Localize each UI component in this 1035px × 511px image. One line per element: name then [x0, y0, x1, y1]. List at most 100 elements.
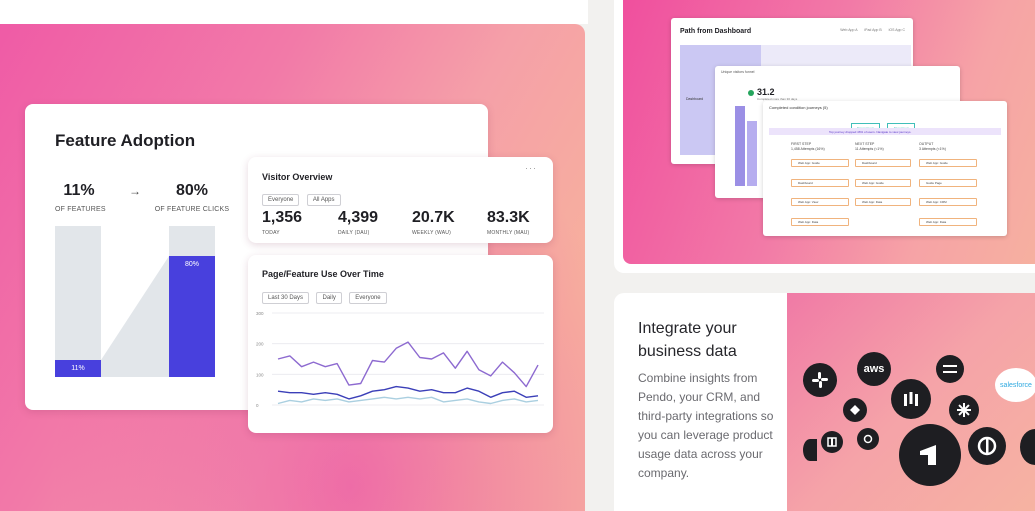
metric-wau: 20.7K WEEKLY (WAU) [412, 209, 455, 236]
legend-item: iPad App B [864, 28, 882, 32]
feature-adoption-title: Feature Adoption [55, 131, 196, 150]
zendesk-logo-icon [803, 439, 817, 461]
metric-wau-value: 20.7K [412, 209, 455, 226]
zapier-logo-icon [949, 395, 979, 425]
marketo-logo-icon [843, 398, 867, 422]
journey-step[interactable]: Web App: Guide [919, 159, 977, 167]
journey-column-sub: 1,458 Attempts (16%) [791, 147, 825, 151]
journey-step[interactable]: Dashboard [855, 159, 911, 167]
stat-feature-clicks: 80% OF FEATURE CLICKS [153, 182, 231, 213]
feature-clicks-bar-fill: 80% [169, 256, 215, 377]
path-report-title: Path from Dashboard [680, 28, 752, 35]
journey-column-head: FIRST STEP 1,458 Attempts (16%) [791, 142, 825, 152]
stat-clicks-label: OF FEATURE CLICKS [154, 206, 230, 213]
journey-column-title: OUTPUT [919, 142, 934, 146]
features-bar-fill: 11% [55, 360, 101, 377]
top-strip [0, 0, 588, 24]
salesforce-logo-text: salesforce [1000, 381, 1032, 389]
series-line-1 [277, 341, 539, 388]
series-line-3 [277, 396, 539, 405]
metric-dau-value: 4,399 [338, 209, 379, 226]
y-tick-label: 300 [256, 311, 264, 316]
legend-item: iOS App C [888, 28, 905, 32]
path-source-label: Dashboard [686, 97, 704, 101]
integrate-title-line-2: business data [638, 343, 737, 360]
hubstaff-logo-icon [821, 431, 843, 453]
journey-step[interactable]: Web App: View [791, 198, 849, 206]
journey-step[interactable]: Web App: Data [919, 218, 977, 226]
path-report-legend: Web App A iPad App B iOS App C [834, 28, 905, 32]
funnel-report-header: Unique visitors funnel [721, 70, 755, 74]
visitor-overview-filters: Everyone All Apps [262, 188, 344, 206]
journey-step[interactable]: Web App: CRM [919, 198, 977, 206]
metric-mau-value: 83.3K [487, 209, 530, 226]
stat-features-label: OF FEATURES [55, 206, 106, 213]
filter-chip-apps[interactable]: All Apps [306, 194, 341, 206]
series-line-2 [277, 385, 539, 400]
metric-mau-label: MONTHLY (MAU) [487, 230, 530, 236]
metric-mau: 83.3K MONTHLY (MAU) [487, 209, 530, 236]
visitor-overview-title: Visitor Overview [262, 172, 333, 182]
integrate-data-card: Integrate your business data Combine ins… [614, 293, 1035, 511]
journey-step[interactable]: Dashboard [791, 179, 849, 187]
more-menu-icon[interactable]: ··· [525, 163, 537, 173]
hubspot-logo-icon [857, 428, 879, 450]
integrate-title-line-1: Integrate your [638, 320, 737, 337]
journey-step[interactable]: Web App: Data [855, 198, 911, 206]
y-tick-label: 100 [256, 372, 264, 377]
segment-logo-icon [936, 355, 964, 383]
funnel-value-label: Completed more than 30 days [757, 97, 798, 101]
journey-step[interactable]: Web App: Data [791, 218, 849, 226]
stat-features-value: 11% [63, 182, 95, 199]
journey-column-sub: 11 Attempts (<1%) [855, 147, 884, 151]
pendo-logo-icon [899, 424, 961, 486]
aws-logo-text: aws [863, 363, 885, 375]
page-feature-use-filters: Last 30 Days Daily Everyone [262, 286, 390, 304]
stat-features: 11% OF FEATURES [55, 182, 106, 213]
filter-chip-segment[interactable]: Everyone [349, 292, 387, 304]
feature-clicks-bar-label: 80% [184, 261, 199, 268]
success-dot-icon [748, 90, 754, 96]
filter-chip-segment[interactable]: Everyone [262, 194, 300, 206]
journey-step[interactable]: Web App: Guide [791, 159, 849, 167]
slack-logo-icon [803, 363, 837, 397]
y-tick-label: 0 [256, 403, 259, 408]
product-screenshot-background: Path from Dashboard Web App A iPad App B… [623, 0, 1035, 264]
gainsight-logo-icon [968, 427, 1006, 465]
integrate-description: Combine insights from Pendo, your CRM, a… [638, 371, 774, 480]
feature-clicks-bar: 80% [169, 226, 215, 377]
filter-chip-interval[interactable]: Daily [316, 292, 342, 304]
adoption-funnel-shape [101, 256, 169, 377]
visitor-overview-card: Visitor Overview ··· Everyone All Apps 1… [248, 157, 553, 243]
y-tick-label: 200 [256, 342, 264, 347]
metric-today: 1,356 TODAY [262, 209, 302, 236]
journey-step[interactable]: Guide Page [919, 179, 977, 187]
metric-today-label: TODAY [262, 230, 280, 236]
journey-step[interactable]: Web App: Guide [855, 179, 911, 187]
legend-item: Web App A [840, 28, 858, 32]
funnel-value: 31.2 [757, 87, 775, 97]
amplitude-logo-icon [1020, 429, 1035, 465]
arrow-right-icon: → [129, 184, 141, 198]
metric-today-value: 1,356 [262, 209, 303, 226]
journey-column-sub: 3 Attempts (<1%) [919, 147, 946, 151]
filter-chip-range[interactable]: Last 30 Days [262, 292, 310, 304]
journeys-report-window: Completed condition journeys (5) Top jou… [763, 101, 1007, 236]
journey-column-head: NEXT STEP 11 Attempts (<1%) [855, 142, 884, 152]
journey-column-head: OUTPUT 3 Attempts (<1%) [919, 142, 946, 152]
journey-column-title: NEXT STEP [855, 142, 875, 146]
journeys-title: Completed condition journeys (5) [769, 105, 828, 110]
product-screenshot-panel: Path from Dashboard Web App A iPad App B… [614, 0, 1035, 273]
metric-dau: 4,399 DAILY (DAU) [338, 209, 378, 236]
integrate-title: Integrate your business data [638, 317, 737, 363]
aws-logo-icon: aws [857, 352, 891, 386]
features-bar-label: 11% [71, 365, 85, 372]
integrations-logo-cloud: aws salesforce [787, 293, 1035, 511]
features-bar: 11% [55, 226, 101, 377]
funnel-bars [735, 106, 757, 186]
page-feature-use-card: Page/Feature Use Over Time Last 30 Days … [248, 255, 553, 433]
page-feature-use-title: Page/Feature Use Over Time [262, 269, 384, 279]
salesforce-logo-icon: salesforce [995, 368, 1035, 402]
usage-line-chart: 300 200 100 0 [256, 311, 544, 408]
metric-dau-label: DAILY (DAU) [338, 230, 370, 236]
